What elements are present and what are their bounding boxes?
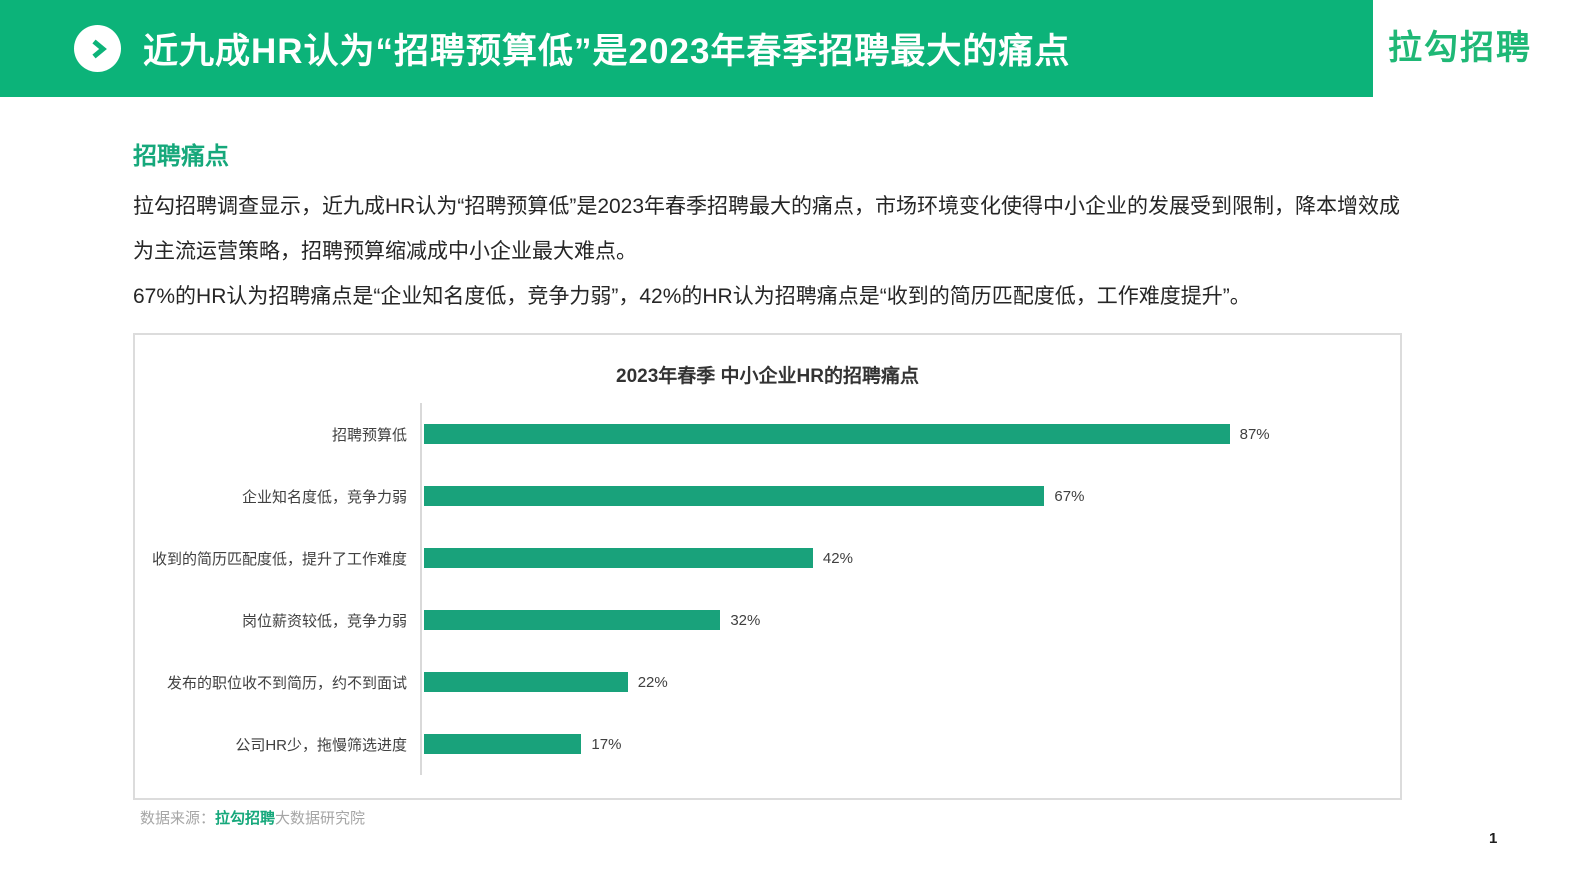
body-paragraph-1: 拉勾招聘调查显示，近九成HR认为“招聘预算低”是2023年春季招聘最大的痛点，市… xyxy=(133,195,1401,263)
bar-fill xyxy=(424,424,1230,444)
chevron-circle-icon xyxy=(74,25,121,72)
chevron-right-icon xyxy=(91,39,107,58)
body-paragraph-2: 67%的HR认为招聘痛点是“企业知名度低，竞争力弱”，42%的HR认为招聘痛点是… xyxy=(133,285,1251,308)
bar-track: 42% xyxy=(420,527,1400,589)
data-source: 数据来源：拉勾招聘大数据研究院 xyxy=(133,807,1413,828)
header-band: 近九成HR认为“招聘预算低”是2023年春季招聘最大的痛点 xyxy=(0,0,1373,97)
bar-fill xyxy=(424,672,628,692)
bar-fill xyxy=(424,548,813,568)
bar-value-label: 42% xyxy=(822,549,853,567)
page-number: 1 xyxy=(1489,830,1498,847)
bar-fill xyxy=(424,486,1045,506)
bar-track: 87% xyxy=(420,403,1400,465)
bar-track: 22% xyxy=(420,651,1400,713)
chart-title: 2023年春季 中小企业HR的招聘痛点 xyxy=(616,366,919,387)
bar-row: 公司HR少，拖慢筛选进度 17% xyxy=(135,713,1400,775)
bar-category-label: 发布的职位收不到简历，约不到面试 xyxy=(166,674,407,692)
bar-track: 67% xyxy=(420,465,1400,527)
bar-fill xyxy=(424,734,582,754)
source-suffix: 大数据研究院 xyxy=(275,810,366,827)
chart-card: 2023年春季 中小企业HR的招聘痛点 招聘预算低 87% 企业知名度低，竞争力弱 6… xyxy=(133,333,1402,800)
bar-value-label: 17% xyxy=(591,735,622,753)
bar-chart: 招聘预算低 87% 企业知名度低，竞争力弱 67% 收到的简历匹配度低，提升了工作难度 4… xyxy=(135,403,1400,775)
bar-track: 17% xyxy=(420,713,1400,775)
bar-value-label: 22% xyxy=(637,673,668,691)
bar-row: 发布的职位收不到简历，约不到面试 22% xyxy=(135,651,1400,713)
bar-track: 32% xyxy=(420,589,1400,651)
bar-fill xyxy=(424,610,721,630)
bar-value-label: 32% xyxy=(730,611,761,629)
bar-row: 企业知名度低，竞争力弱 67% xyxy=(135,465,1400,527)
bar-value-label: 87% xyxy=(1239,425,1270,443)
bar-value-label: 67% xyxy=(1054,487,1085,505)
bar-row: 岗位薪资较低，竞争力弱 32% xyxy=(135,589,1400,651)
brand-logo: 拉勾招聘 xyxy=(1388,29,1532,67)
bar-category-label: 收到的简历匹配度低，提升了工作难度 xyxy=(151,550,407,568)
source-prefix: 数据来源： xyxy=(140,810,216,827)
bar-category-label: 公司HR少，拖慢筛选进度 xyxy=(235,736,407,754)
bar-row: 收到的简历匹配度低，提升了工作难度 42% xyxy=(135,527,1400,589)
bar-category-label: 招聘预算低 xyxy=(331,426,407,444)
content-area: 招聘痛点 拉勾招聘调查显示，近九成HR认为“招聘预算低”是2023年春季招聘最大… xyxy=(133,142,1413,828)
bar-category-label: 岗位薪资较低，竞争力弱 xyxy=(241,612,407,630)
bar-category-label: 企业知名度低，竞争力弱 xyxy=(241,488,407,506)
section-heading: 招聘痛点 xyxy=(133,143,229,170)
source-brand: 拉勾招聘 xyxy=(215,810,276,827)
bar-row: 招聘预算低 87% xyxy=(135,403,1400,465)
page-title: 近九成HR认为“招聘预算低”是2023年春季招聘最大的痛点 xyxy=(143,32,1071,71)
